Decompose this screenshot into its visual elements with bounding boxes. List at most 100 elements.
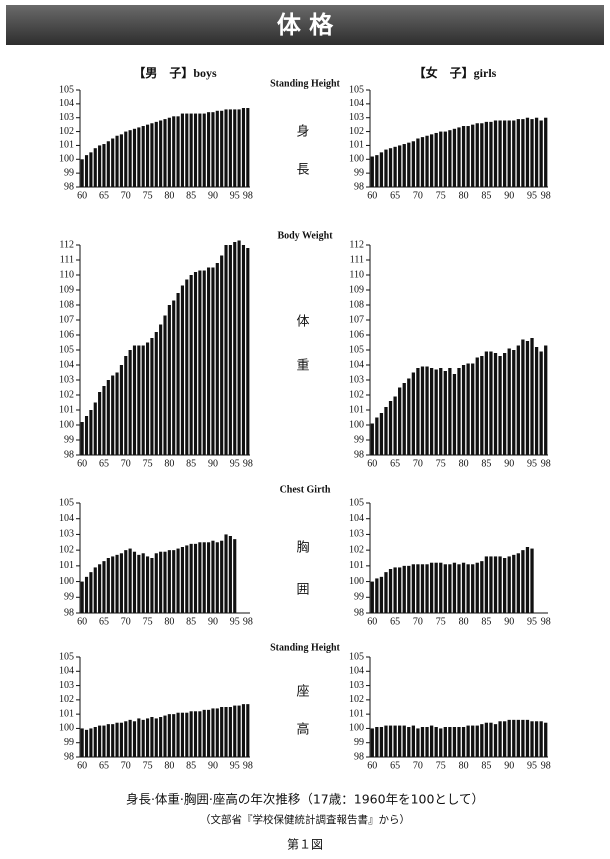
bar	[388, 148, 393, 187]
y-tick-label: 102	[349, 126, 364, 137]
y-tick-label: 103	[349, 374, 364, 385]
y-tick-label: 102	[59, 389, 74, 400]
y-tick-label: 107	[59, 314, 74, 325]
bar	[89, 572, 93, 613]
bar	[512, 554, 516, 613]
bar	[202, 542, 206, 613]
bar	[98, 564, 102, 613]
bar	[384, 149, 388, 187]
bar	[489, 351, 493, 455]
y-tick-label: 109	[59, 284, 74, 295]
bar	[484, 121, 489, 187]
bar	[241, 245, 246, 455]
bar	[539, 721, 543, 757]
bar	[516, 119, 520, 187]
bar	[448, 727, 452, 757]
bar	[498, 120, 502, 187]
y-tick-label: 98	[354, 449, 364, 460]
y-tick-label: 102	[349, 389, 364, 400]
bar	[80, 159, 84, 187]
bar	[224, 245, 228, 455]
x-tick-label: 75	[143, 760, 153, 771]
y-tick-label: 100	[349, 723, 364, 734]
y-tick-label: 105	[349, 84, 364, 95]
y-tick-label: 109	[349, 284, 364, 295]
bar	[84, 155, 89, 187]
x-tick-label: 70	[413, 190, 423, 201]
bar	[425, 135, 429, 187]
caption-source: （文部省『学校保健統計調査報告書』から）	[200, 813, 410, 826]
bar	[461, 727, 466, 757]
bar	[189, 711, 193, 757]
bar	[402, 565, 406, 613]
y-tick-label: 99	[64, 592, 74, 603]
bar	[452, 374, 457, 455]
bar	[516, 719, 520, 757]
x-tick-label: 95	[527, 760, 537, 771]
y-tick-label: 98	[64, 751, 74, 762]
x-tick-label: 90	[504, 458, 514, 469]
bar	[480, 123, 484, 187]
x-tick-label: 80	[459, 616, 469, 627]
bar	[132, 128, 137, 187]
bar	[498, 556, 502, 613]
bar	[98, 145, 102, 187]
y-tick-label: 104	[59, 513, 74, 524]
bar	[521, 119, 525, 187]
bar	[480, 356, 484, 455]
bar	[154, 121, 158, 187]
bar	[93, 567, 97, 613]
bar	[420, 727, 425, 757]
bar	[443, 131, 447, 187]
bar	[145, 342, 150, 455]
x-tick-label: 95	[230, 616, 240, 627]
section-kanji: 高	[296, 722, 309, 738]
y-tick-label: 105	[349, 497, 364, 508]
bar	[539, 120, 543, 187]
bar	[98, 725, 102, 757]
bar	[420, 564, 425, 613]
y-tick-label: 101	[59, 560, 74, 571]
bar	[471, 725, 475, 757]
bar	[193, 711, 198, 757]
bar	[185, 545, 189, 613]
bar	[429, 725, 434, 757]
bar	[530, 338, 534, 455]
bar	[128, 130, 132, 187]
x-tick-label: 98	[243, 458, 253, 469]
bar	[471, 564, 475, 613]
bar	[115, 372, 119, 455]
bar	[502, 120, 507, 187]
bar	[132, 551, 137, 613]
bar	[439, 562, 443, 613]
x-tick-label: 95	[527, 458, 537, 469]
x-tick-label: 98	[243, 616, 253, 627]
bar	[211, 267, 215, 455]
bar	[80, 581, 84, 613]
x-tick-label: 65	[390, 760, 400, 771]
x-tick-label: 80	[459, 760, 469, 771]
bar	[215, 708, 219, 757]
bar	[176, 712, 180, 757]
y-tick-label: 103	[59, 529, 74, 540]
x-tick-label: 85	[481, 458, 491, 469]
bar	[398, 387, 402, 455]
bar	[246, 248, 250, 455]
bar	[475, 562, 479, 613]
bar	[228, 707, 232, 757]
bar	[457, 368, 461, 455]
y-tick-label: 111	[60, 254, 74, 265]
bar	[93, 727, 97, 757]
bar	[407, 142, 411, 187]
y-tick-label: 99	[64, 434, 74, 445]
x-tick-label: 98	[541, 616, 551, 627]
bar	[163, 315, 167, 455]
bar	[237, 705, 241, 757]
bar	[124, 356, 128, 455]
bar	[457, 564, 461, 613]
section-kanji: 胸	[296, 541, 309, 556]
x-tick-label: 80	[164, 616, 174, 627]
bar	[172, 550, 176, 613]
bar	[241, 704, 246, 757]
x-tick-label: 98	[243, 190, 253, 201]
